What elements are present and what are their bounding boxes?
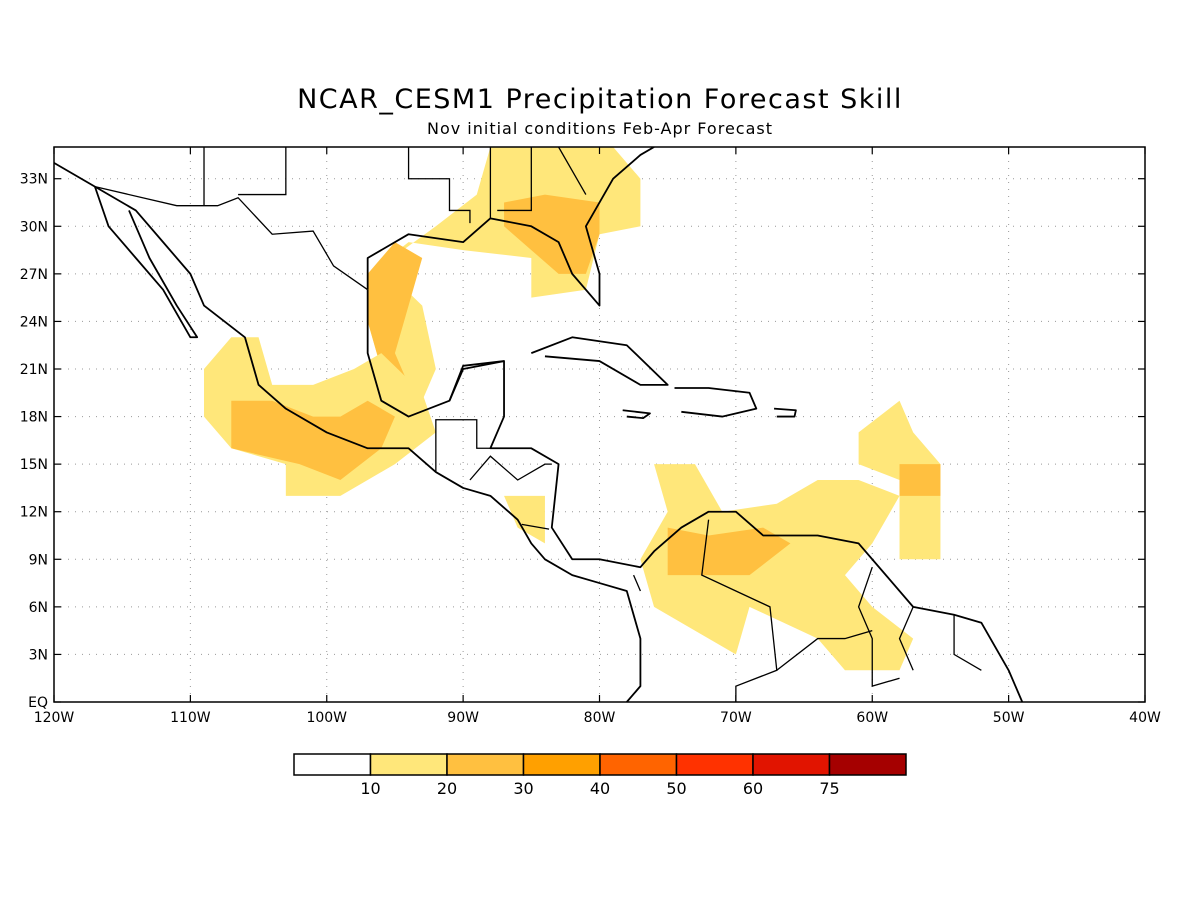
border-us-state-line-3 — [407, 147, 471, 224]
colorbar-label: 60 — [743, 779, 763, 798]
lat-tick-label: 6N — [29, 600, 48, 616]
skill-region-north-south-america — [640, 464, 914, 671]
lat-tick-label: 9N — [29, 552, 48, 568]
colorbar-swatch — [293, 753, 372, 776]
lat-tick-label: 3N — [29, 647, 48, 663]
border-guyana-suriname — [898, 606, 914, 671]
skill-shading — [204, 147, 941, 671]
lon-tick-label: 60W — [856, 710, 888, 726]
colorbar-swatch — [599, 753, 678, 776]
skill-region-honduras-nicaragua — [504, 495, 545, 544]
lon-tick-label: 90W — [447, 710, 479, 726]
coastline-us-gulf-coast — [366, 147, 655, 307]
border-panama-colombia — [632, 574, 642, 592]
colorbar-label: 50 — [666, 779, 686, 798]
border-colombia-venezuela — [701, 519, 778, 702]
lon-tick-label: 80W — [584, 710, 616, 726]
border-suriname-guiana — [953, 614, 982, 671]
lat-tick-label: 18N — [20, 410, 48, 426]
colorbar: 10 20 30 40 50 60 75 — [293, 753, 907, 798]
coastline-cuba — [530, 336, 669, 386]
lat-tick-label: 33N — [20, 172, 48, 188]
colorbar-label: 20 — [437, 779, 457, 798]
lon-tick-label: 70W — [720, 710, 752, 726]
colorbar-label: 30 — [513, 779, 533, 798]
border-us-state-line-2 — [238, 147, 287, 196]
coastline-north-america-coast — [54, 162, 642, 702]
border-guatemala-mexico — [435, 419, 491, 473]
axis-ticks: 120W 110W 100W 90W 80W 70W 60W 50W 40W EQ 3N 6N 9N 12… — [20, 147, 1161, 726]
border-us-state-line-5 — [497, 147, 532, 212]
lat-tick-label: 21N — [20, 362, 48, 378]
border-us-state-line-6 — [558, 147, 587, 195]
skill-region-atlantic-east-core — [899, 464, 941, 496]
coastline-hispaniola — [674, 387, 758, 418]
chart-subtitle: Nov initial conditions Feb-Apr Forecast — [426, 119, 773, 138]
colorbar-label: 75 — [819, 779, 839, 798]
lon-tick-label: 40W — [1129, 710, 1161, 726]
colorbar-swatch — [446, 753, 525, 776]
lat-tick-label: EQ — [28, 695, 48, 711]
border-venezuela-guyana — [857, 567, 900, 688]
lon-tick-label: 50W — [993, 710, 1025, 726]
colorbar-swatch — [828, 753, 907, 776]
coastline-baja-california — [94, 186, 199, 339]
colorbar-swatch — [675, 753, 754, 776]
coastline-jamaica — [622, 409, 651, 420]
chart-title: NCAR_CESM1 Precipitation Forecast Skill — [297, 84, 903, 115]
skill-region-gulf-west — [367, 242, 423, 385]
colorbar-label: 40 — [590, 779, 610, 798]
skill-region-florida-panhandle — [504, 194, 600, 274]
lat-tick-label: 12N — [20, 505, 48, 521]
border-central-america — [469, 455, 552, 481]
lat-tick-label: 24N — [20, 314, 48, 330]
border-brazil-venezuela — [776, 630, 873, 671]
lat-tick-label: 30N — [20, 219, 48, 235]
skill-region-colombia-venezuela — [667, 527, 791, 576]
border-us-mexico-border — [94, 186, 369, 291]
colorbar-label: 10 — [360, 779, 380, 798]
lat-tick-label: 15N — [20, 457, 48, 473]
coastline-yucatan-coast — [448, 360, 505, 402]
skill-region-sierra-madre-core — [231, 400, 395, 480]
border-nicaragua-costa-rica — [521, 523, 550, 530]
skill-region-sierra-madre — [204, 337, 436, 496]
lon-tick-label: 120W — [34, 710, 75, 726]
lon-tick-label: 110W — [170, 710, 211, 726]
colorbar-swatch — [369, 753, 448, 776]
lon-tick-label: 100W — [306, 710, 347, 726]
lat-tick-label: 27N — [20, 267, 48, 283]
coastlines — [54, 147, 1024, 702]
coastline-puerto-rico — [773, 407, 797, 418]
colorbar-swatch — [522, 753, 601, 776]
colorbar-swatch — [752, 753, 831, 776]
